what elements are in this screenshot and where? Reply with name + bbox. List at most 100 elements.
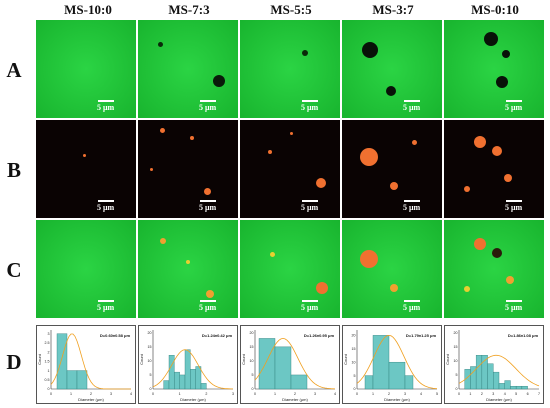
y-tick-label: 1.5 xyxy=(45,360,50,364)
histogram-bar xyxy=(163,380,170,390)
panel-c-ms-3-7 xyxy=(342,220,442,318)
diameter-annotation: D=0.60±0.58 μm xyxy=(100,333,131,338)
scale-bar: 5 μm xyxy=(403,100,420,112)
panel-a-ms-5-5 xyxy=(240,20,340,118)
fit-curve xyxy=(458,354,540,387)
x-tick-label: 0 xyxy=(50,392,52,396)
x-tick-label: 3 xyxy=(110,392,112,396)
histogram-bar xyxy=(404,375,414,390)
histogram-bar xyxy=(493,371,500,390)
y-tick-label: 15 xyxy=(454,345,458,349)
y-tick-label: 10 xyxy=(250,359,254,363)
y-tick-label: 20 xyxy=(148,331,152,335)
x-tick-label: 3 xyxy=(232,392,234,396)
y-tick-label: 15 xyxy=(352,347,356,351)
y-axis-label: Count xyxy=(343,353,348,365)
y-tick-label: 15 xyxy=(148,345,152,349)
x-axis-label: Diameter (μm) xyxy=(282,397,308,402)
histogram-bar xyxy=(190,369,196,390)
x-tick-label: 2 xyxy=(205,392,207,396)
histogram-bar xyxy=(179,374,186,390)
diameter-annotation: D=1.24±0.42 μm xyxy=(202,333,233,338)
y-tick-label: 10 xyxy=(148,359,152,363)
histogram-bar xyxy=(498,383,505,390)
column-header-ms-5-5: MS-5:5 xyxy=(270,2,312,17)
y-tick-label: 0 xyxy=(48,387,50,391)
histogram-bar xyxy=(184,349,191,390)
panel-c-ms-0-10 xyxy=(444,220,544,318)
x-tick-label: 3 xyxy=(492,392,494,396)
histogram-bar xyxy=(56,333,68,390)
panel-b-ms-10-0 xyxy=(36,120,136,218)
column-header-ms-7-3: MS-7:3 xyxy=(168,2,210,17)
histogram-bar xyxy=(274,346,292,390)
column-header-ms-3-7: MS-3:7 xyxy=(372,2,414,17)
histogram-bar xyxy=(290,374,308,390)
y-axis-label: Count xyxy=(37,353,42,365)
diameter-annotation: D=1.26±0.95 μm xyxy=(304,333,335,338)
scale-bar: 5 μm xyxy=(97,200,114,212)
histogram-ms-10-0: 0 1 2 3 4 0 0.5 1 1.5 2 2.5 3 Diameter (μm) Count D=0.… xyxy=(36,325,136,404)
x-tick-label: 0 xyxy=(254,392,256,396)
x-tick-label: 6 xyxy=(527,392,529,396)
scale-bar: 5 μm xyxy=(301,300,318,312)
histogram-bar xyxy=(510,385,517,390)
x-tick-label: 3 xyxy=(404,392,406,396)
histogram-bar xyxy=(372,335,390,390)
x-tick-label: 5 xyxy=(515,392,517,396)
x-tick-label: 2 xyxy=(481,392,483,396)
panel-b-ms-0-10 xyxy=(444,120,544,218)
diameter-annotation: D=1.79±1.25 μm xyxy=(406,333,437,338)
y-axis-label: Count xyxy=(139,353,144,365)
scale-bar: 5 μm xyxy=(199,100,216,112)
y-tick-label: 5 xyxy=(252,373,254,377)
x-tick-label: 1 xyxy=(372,392,374,396)
fit-curve xyxy=(254,337,336,390)
x-tick-label: 4 xyxy=(504,392,506,396)
x-tick-label: 2 xyxy=(294,392,296,396)
y-axis-label: Count xyxy=(445,353,450,365)
y-tick-label: 0.5 xyxy=(45,378,50,382)
x-tick-label: 1 xyxy=(179,392,181,396)
row-label-a: A xyxy=(6,58,22,82)
column-header-ms-0-10: MS-0:10 xyxy=(471,2,519,17)
x-tick-label: 3 xyxy=(314,392,316,396)
panel-b-ms-7-3 xyxy=(138,120,238,218)
histogram-bar xyxy=(515,385,523,390)
scale-bar: 5 μm xyxy=(403,200,420,212)
x-tick-label: 2 xyxy=(388,392,390,396)
histogram-bar xyxy=(364,375,374,390)
scale-bar: 5 μm xyxy=(301,100,318,112)
scale-bar: 5 μm xyxy=(505,100,522,112)
histogram-bar xyxy=(66,370,78,390)
histogram-bar xyxy=(258,338,276,390)
panel-a-ms-10-0 xyxy=(36,20,136,118)
x-axis-label: Diameter (μm) xyxy=(486,397,512,402)
scale-bar: 5 μm xyxy=(199,300,216,312)
histogram-bar xyxy=(487,363,494,390)
x-axis-label: Diameter (μm) xyxy=(78,397,104,402)
y-tick-label: 10 xyxy=(352,360,356,364)
y-tick-label: 1 xyxy=(48,369,50,373)
x-tick-label: 4 xyxy=(334,392,336,396)
x-tick-label: 1 xyxy=(70,392,72,396)
x-tick-label: 4 xyxy=(130,392,132,396)
y-tick-label: 20 xyxy=(352,334,356,338)
y-tick-label: 2.5 xyxy=(45,341,50,345)
histogram-ms-5-5: 0 1 2 3 4 0 5 10 15 20 Diameter (μm) Count D=1.26±0.… xyxy=(240,325,340,404)
y-tick-label: 0 xyxy=(456,387,458,391)
row-label-c: C xyxy=(6,258,22,282)
scale-bar: 5 μm xyxy=(505,200,522,212)
panel-c-ms-7-3 xyxy=(138,220,238,318)
histogram-ms-7-3: 0 1 2 3 0 5 10 15 20 Diameter (μm) Count D=1.24±0.4… xyxy=(138,325,238,404)
fit-curve xyxy=(152,349,233,390)
histogram-ms-3-7: 0 1 2 3 4 5 0 5 10 15 20 Diameter (μm) Count D=1.79±1… xyxy=(342,325,442,404)
panel-a-ms-7-3 xyxy=(138,20,238,118)
y-tick-label: 0 xyxy=(252,387,254,391)
y-tick-label: 20 xyxy=(250,331,254,335)
histogram-bar xyxy=(200,383,207,390)
histogram-bar xyxy=(475,355,483,390)
x-tick-label: 7 xyxy=(538,392,540,396)
y-tick-label: 5 xyxy=(456,373,458,377)
x-tick-label: 5 xyxy=(436,392,438,396)
